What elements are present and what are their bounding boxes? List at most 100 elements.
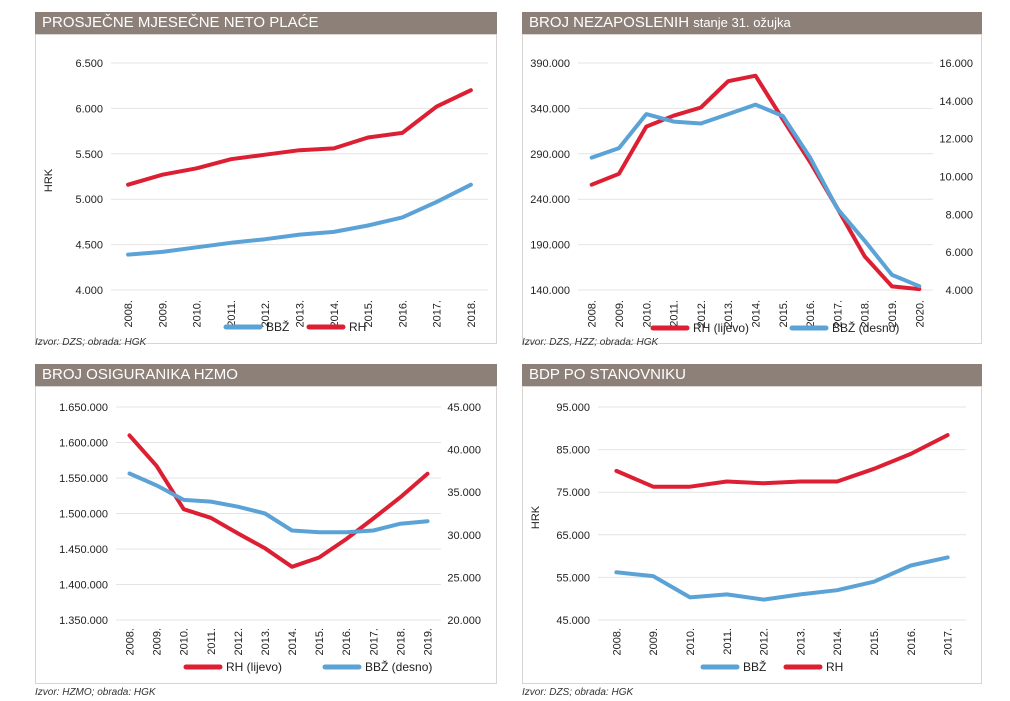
legend-label: RH [349, 320, 366, 334]
y-tick-label: 45.000 [556, 615, 590, 627]
x-tick-label: 2009. [157, 300, 169, 328]
y2-tick-label: 10.000 [939, 172, 973, 184]
source-note: Izvor: DZS; obrada: HGK [522, 687, 634, 698]
legend-label: RH (lijevo) [693, 321, 749, 335]
chart-title: BROJ OSIGURANIKA HZMO [42, 366, 238, 383]
x-tick-label: 2017. [832, 300, 844, 328]
y-tick-label: 1.500.000 [59, 509, 108, 521]
y-tick-label: 6.500 [75, 58, 103, 70]
y-tick-label: 240.000 [530, 194, 570, 206]
y-tick-label: 75.000 [556, 487, 590, 499]
x-tick-label: 2017. [432, 300, 444, 328]
x-tick-label: 2013. [723, 300, 735, 328]
x-tick-label: 2012. [260, 300, 272, 328]
x-tick-label: 2016. [805, 300, 817, 328]
x-tick-label: 2014. [832, 628, 844, 656]
series-line-rh [589, 73, 922, 292]
x-tick-label: 2010. [179, 628, 191, 656]
y-tick-label: 4.500 [75, 240, 103, 252]
y-tick-label: 5.500 [75, 149, 103, 161]
chart-bdp: 45.000 55.000 65.000 75.000 85.000 95.000 HRK 2… [530, 402, 966, 674]
y-tick-label: 140.000 [530, 285, 570, 297]
legend-label: BBŽ (desno) [832, 320, 899, 335]
y-tick-label: 55.000 [556, 572, 590, 584]
x-tick-label: 2015. [314, 628, 326, 656]
y-tick-label: 390.000 [530, 58, 570, 70]
panel-title: PROSJEČNE MJESEČNE NETO PLAĆE [35, 12, 497, 34]
x-tick-label: 2013. [295, 300, 307, 328]
chart-panel-osiguranici: BROJ OSIGURANIKA HZMO 1.350.000 1.400.000… [35, 364, 497, 701]
x-tick-label: 2016. [397, 300, 409, 328]
y-tick-label: 95.000 [556, 402, 590, 414]
legend-label: BBŽ [266, 319, 289, 334]
chart-title: BDP PO STANOVNIKU [529, 366, 686, 383]
y2-tick-label: 25.000 [447, 572, 481, 584]
y-tick-label: 290.000 [530, 149, 570, 161]
legend-label: RH [826, 660, 843, 674]
y2-tick-label: 12.000 [939, 134, 973, 146]
x-tick-label: 2012. [696, 300, 708, 328]
x-tick-label: 2011. [226, 300, 238, 327]
legend-label: RH (lijevo) [226, 660, 282, 674]
y-tick-label: 1.450.000 [59, 544, 108, 556]
x-tick-label: 2014. [287, 628, 299, 656]
x-tick-label: 2011. [722, 628, 734, 655]
chart-panel-neto-place: PROSJEČNE MJESEČNE NETO PLAĆE 4.000 4.500… [35, 12, 497, 352]
y2-tick-label: 4.000 [945, 285, 973, 297]
series-line-bbz [127, 471, 430, 535]
chart-panel-nezaposleni: BROJ NEZAPOSLENIH stanje 31. ožujka 140.… [522, 12, 982, 352]
x-tick-label: 2008. [123, 300, 135, 328]
x-tick-label: 2009. [648, 628, 660, 656]
x-tick-label: 2017. [943, 628, 955, 656]
x-tick-label: 2017. [368, 628, 380, 656]
x-tick-label: 2013. [795, 628, 807, 656]
panel-title: BROJ OSIGURANIKA HZMO [35, 364, 497, 386]
y2-tick-label: 40.000 [447, 445, 481, 457]
x-tick-label: 2018. [466, 300, 478, 328]
x-tick-label: 2015. [363, 300, 375, 328]
y-tick-label: 1.350.000 [59, 615, 108, 627]
y-tick-label: 1.600.000 [59, 438, 108, 450]
y-tick-label: 190.000 [530, 240, 570, 252]
y-axis-label: HRK [43, 168, 55, 192]
y2-tick-label: 35.000 [447, 487, 481, 499]
x-tick-label: 2009. [152, 628, 164, 656]
y-axis-label: HRK [530, 505, 542, 529]
x-tick-label: 2015. [778, 300, 790, 328]
chart-panel-bdp: BDP PO STANOVNIKU 45.000 55.000 65.000 75.0… [522, 364, 982, 701]
y-tick-label: 1.650.000 [59, 402, 108, 414]
x-tick-label: 2010. [641, 300, 653, 328]
series-line-bbz [126, 182, 473, 257]
x-tick-label: 2019. [422, 628, 434, 656]
chart-title: BROJ NEZAPOSLENIH [529, 14, 690, 31]
chart-subtitle: stanje 31. ožujka [693, 15, 791, 30]
x-tick-label: 2008. [125, 628, 137, 656]
x-tick-label: 2018. [860, 300, 872, 328]
y2-tick-label: 8.000 [945, 209, 973, 221]
chart-frame: 4.000 4.500 5.000 5.500 6.000 6.500 HRK 2008. 20… [35, 34, 497, 344]
y2-tick-label: 6.000 [945, 247, 973, 259]
y-tick-label: 340.000 [530, 103, 570, 115]
chart-neto-place: 4.000 4.500 5.000 5.500 6.000 6.500 HRK 2008. 20… [43, 58, 488, 334]
x-tick-label: 2019. [887, 300, 899, 328]
x-tick-label: 2010. [192, 300, 204, 328]
x-tick-label: 2008. [611, 628, 623, 656]
x-tick-label: 2008. [587, 300, 599, 328]
x-tick-label: 2016. [906, 628, 918, 656]
y2-tick-label: 45.000 [447, 402, 481, 414]
y-tick-label: 1.400.000 [59, 580, 108, 592]
x-tick-label: 2011. [669, 300, 681, 327]
x-tick-label: 2014. [329, 300, 341, 328]
x-tick-label: 2011. [206, 628, 218, 655]
x-tick-label: 2014. [751, 300, 763, 328]
series-line-rh [614, 433, 950, 489]
legend-label: BBŽ [743, 659, 766, 674]
y-tick-label: 6.000 [75, 103, 103, 115]
x-tick-label: 2020. [914, 300, 926, 328]
panel-title: BDP PO STANOVNIKU [522, 364, 982, 386]
series-line-rh [126, 88, 473, 187]
chart-frame: 1.350.000 1.400.000 1.450.000 1.500.000 1.55… [35, 386, 497, 684]
chart-nezaposleni: 140.000 190.000 240.000 290.000 340.000 390.0… [530, 58, 973, 335]
y-tick-label: 65.000 [556, 530, 590, 542]
y2-tick-label: 14.000 [939, 96, 973, 108]
